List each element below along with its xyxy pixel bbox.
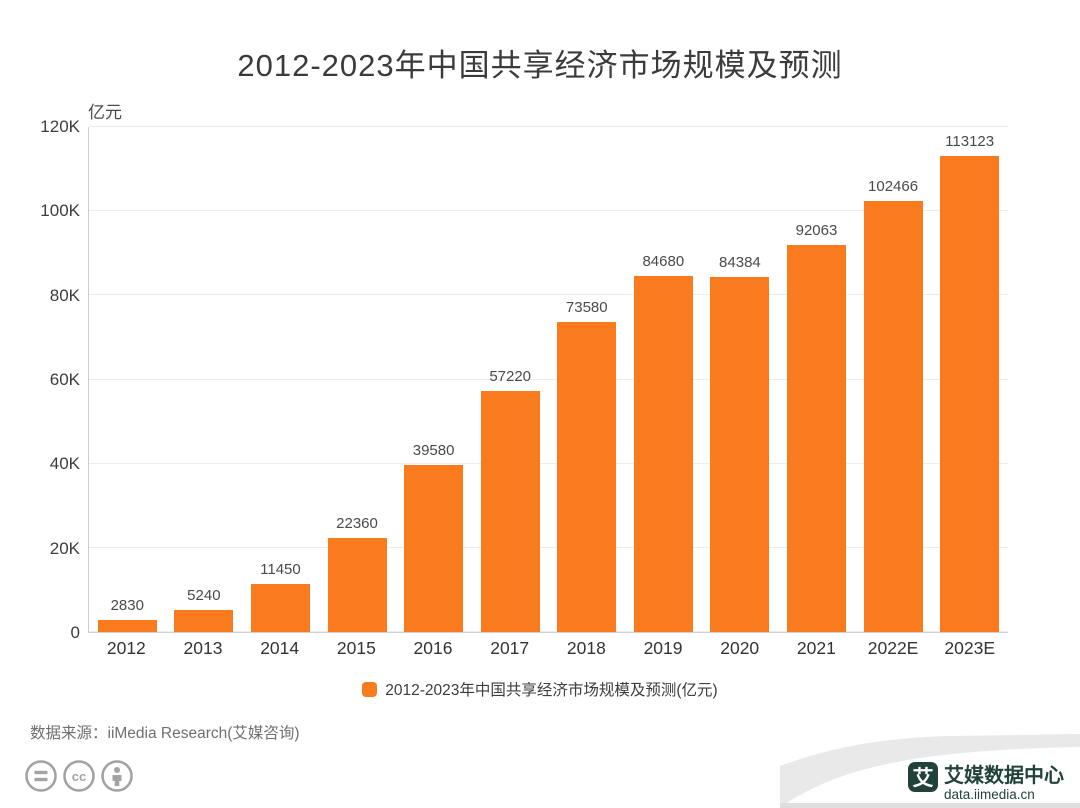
x-tick-label: 2012 — [106, 638, 146, 658]
x-tick-label: 2014 — [260, 638, 300, 658]
bar-value-label: 84680 — [642, 252, 685, 270]
bar-value-label: 92063 — [795, 221, 838, 239]
gridline — [89, 631, 1008, 632]
cc-icon[interactable]: cc — [62, 759, 96, 793]
y-tick-label: 120K — [40, 117, 80, 136]
svg-text:艾媒数据中心: 艾媒数据中心 — [944, 763, 1064, 787]
bar-value-label: 102466 — [868, 177, 919, 195]
y-axis-unit-label: 亿元 — [88, 103, 122, 122]
gridline — [89, 294, 1008, 296]
legend[interactable]: 2012-2023年中国共享经济市场规模及预测(亿元) — [0, 678, 1080, 700]
x-tick-label: 2013 — [183, 638, 223, 658]
bar — [480, 391, 540, 632]
bar — [97, 620, 157, 632]
bar-group: 5240 — [166, 127, 243, 632]
gridline — [89, 378, 1008, 380]
legend-swatch-icon — [362, 681, 378, 697]
x-tick-label: 2016 — [413, 638, 453, 658]
y-tick-label: 80K — [49, 285, 80, 305]
bar — [633, 275, 693, 632]
plot-area: 2830 5240 11450 22360 39580 57220 73580 84680 84… — [88, 126, 1008, 633]
y-tick-label: 40K — [49, 454, 80, 474]
bar-value-label: 39580 — [412, 442, 455, 460]
attribution-person-icon[interactable] — [100, 759, 134, 793]
bar-group: 22360 — [319, 127, 396, 632]
bar — [250, 583, 310, 632]
bar-group: 92063 — [778, 127, 855, 632]
bar-group: 11450 — [242, 127, 319, 632]
x-tick-label: 2018 — [566, 638, 606, 658]
bar — [327, 537, 387, 632]
x-tick-label: 2015 — [336, 638, 376, 658]
equals-icon[interactable] — [24, 759, 58, 793]
svg-text:艾: 艾 — [913, 766, 934, 790]
license-icons: cc — [24, 759, 134, 793]
gridline — [89, 462, 1008, 464]
bar-group: 73580 — [548, 127, 625, 632]
bar-value-label: 22360 — [336, 514, 378, 532]
chart-title: 2012-2023年中国共享经济市场规模及预测 — [237, 48, 843, 83]
bar-value-label: 57220 — [489, 368, 532, 386]
bar-value-label: 113123 — [945, 132, 995, 150]
bar-group: 39580 — [395, 127, 472, 632]
bar-group: 84680 — [625, 127, 702, 632]
x-axis-labels: 2012 2013 2014 2015 2016 2017 2018 2019 2020 2021… — [88, 638, 1008, 659]
bar — [786, 244, 846, 632]
bar-group: 84384 — [702, 127, 779, 632]
bar-value-label: 11450 — [260, 560, 301, 578]
x-tick-label: 2019 — [643, 638, 683, 658]
bar — [710, 276, 770, 632]
svg-text:data.iimedia.cn: data.iimedia.cn — [944, 787, 1035, 802]
y-tick-label: 20K — [49, 538, 80, 558]
bar — [863, 200, 923, 632]
x-tick-label: 2021 — [796, 638, 836, 658]
gridline — [89, 210, 1008, 212]
gridline — [89, 546, 1008, 548]
bar-value-label: 73580 — [565, 299, 608, 317]
bar — [940, 155, 1000, 632]
wave-bottom-strip — [780, 803, 1080, 808]
legend-label: 2012-2023年中国共享经济市场规模及预测(亿元) — [385, 682, 718, 699]
x-tick-label: 2022E — [867, 638, 919, 658]
bar-group: 113123 — [931, 127, 1008, 632]
gridline — [89, 126, 1008, 127]
svg-text:cc: cc — [72, 769, 86, 784]
bar — [404, 465, 464, 632]
brand-logo: 艾 艾媒数据中心 data.iimedia.cn — [908, 762, 1064, 802]
bar-value-label: 84384 — [719, 253, 761, 271]
bar — [557, 322, 617, 632]
bar-group: 57220 — [472, 127, 549, 632]
x-tick-label: 2017 — [490, 638, 530, 658]
bars: 2830 5240 11450 22360 39580 57220 73580 84680 84… — [89, 127, 1008, 632]
source-note: 数据来源：iiMedia Research(艾媒咨询) — [30, 725, 300, 742]
bar-value-label: 5240 — [187, 586, 221, 604]
bar — [174, 609, 234, 632]
x-tick-label: 2023E — [944, 638, 996, 658]
bar-group: 102466 — [855, 127, 932, 632]
y-tick-label: 100K — [40, 201, 80, 221]
y-tick-label: 0 — [70, 623, 80, 642]
y-tick-label: 60K — [49, 370, 80, 389]
y-axis-labels: 0 20K 40K 60K 80K 100K 120K — [0, 117, 80, 642]
x-tick-label: 2020 — [720, 638, 760, 658]
brand-corner[interactable]: 艾 艾媒数据中心 data.iimedia.cn — [780, 720, 1080, 808]
bar-group: 2830 — [89, 127, 166, 632]
bar-value-label: 2830 — [110, 597, 144, 615]
